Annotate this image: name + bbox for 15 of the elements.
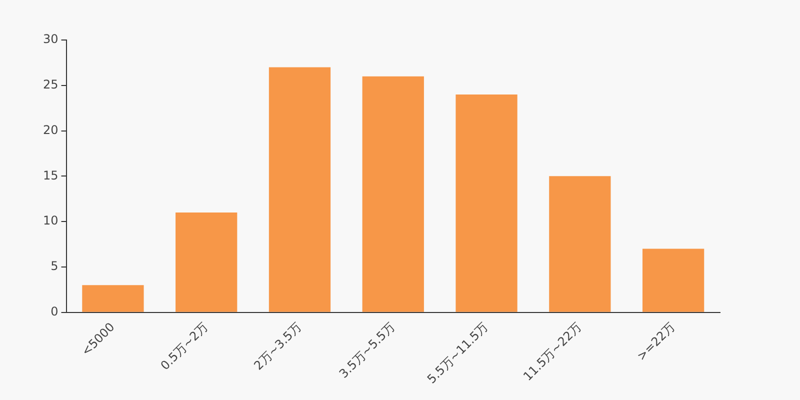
bar [549, 176, 611, 312]
bar [176, 212, 238, 312]
y-tick-label: 10 [42, 214, 58, 228]
y-tick-label: 15 [42, 168, 58, 182]
y-tick-label: 20 [42, 122, 58, 137]
y-tick-label: 25 [42, 78, 58, 92]
y-tick-label: 30 [42, 32, 58, 46]
bar [362, 76, 424, 312]
bar [82, 285, 144, 312]
bar [268, 67, 331, 312]
bar [456, 94, 518, 312]
bar [642, 248, 704, 312]
x-tick-label: 0.5万~2万 [158, 320, 211, 373]
y-tick-label: 5 [50, 259, 58, 274]
y-tick-label: 0 [50, 304, 58, 318]
